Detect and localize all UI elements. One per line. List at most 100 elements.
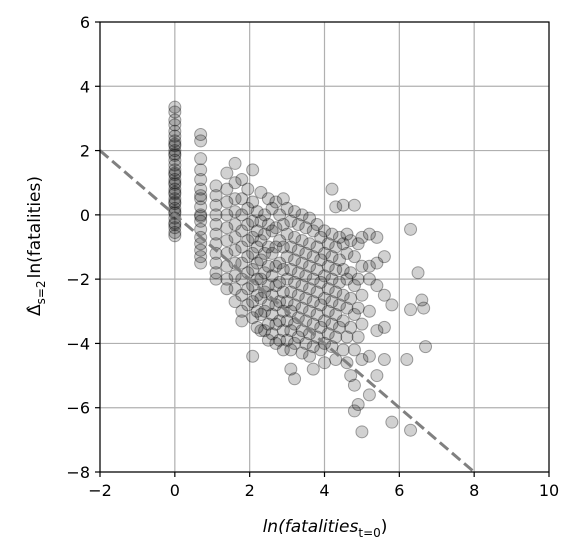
data-point-229 — [306, 362, 320, 376]
data-point-234 — [310, 308, 324, 321]
data-point-187 — [284, 343, 298, 357]
data-point-139 — [261, 259, 275, 273]
x-tick-label-4: 6 — [394, 481, 404, 500]
data-point-134 — [258, 304, 272, 318]
data-point-15 — [168, 177, 182, 191]
data-point-4 — [168, 124, 182, 138]
data-point-323 — [385, 298, 399, 312]
data-point-297 — [351, 237, 365, 251]
data-point-95 — [241, 182, 255, 196]
data-point-145 — [265, 224, 279, 238]
data-point-151 — [269, 195, 283, 209]
data-point-275 — [336, 263, 350, 276]
data-point-144 — [265, 201, 279, 215]
x-tick-label-6: 10 — [539, 481, 559, 500]
data-point-331 — [417, 301, 431, 315]
data-point-190 — [288, 230, 302, 244]
data-point-203 — [295, 208, 309, 222]
data-point-146 — [265, 246, 279, 260]
data-point-90 — [235, 256, 249, 270]
data-point-92 — [235, 288, 249, 302]
data-point-265 — [329, 308, 343, 321]
data-point-315 — [370, 256, 384, 270]
data-point-307 — [355, 425, 369, 439]
data-point-179 — [280, 314, 294, 328]
data-point-114 — [250, 224, 264, 238]
data-point-213 — [299, 291, 313, 305]
data-point-198 — [291, 243, 305, 257]
data-point-31 — [168, 205, 182, 219]
data-point-108 — [246, 263, 260, 276]
data-point-64 — [220, 166, 234, 180]
data-point-310 — [362, 272, 376, 286]
data-point-322 — [377, 353, 391, 366]
data-point-257 — [325, 272, 339, 286]
data-point-175 — [280, 227, 294, 241]
data-point-212 — [299, 269, 313, 283]
data-point-54 — [209, 189, 223, 203]
data-point-204 — [295, 234, 309, 248]
data-point-250 — [321, 259, 335, 273]
reference-line — [99, 149, 476, 474]
data-point-242 — [318, 224, 331, 238]
data-point-249 — [321, 237, 335, 251]
data-point-34 — [168, 137, 182, 151]
data-point-303 — [355, 259, 369, 273]
data-point-76 — [228, 192, 242, 206]
data-point-253 — [321, 327, 335, 341]
data-point-293 — [347, 308, 361, 321]
data-point-9 — [168, 148, 182, 162]
data-point-245 — [318, 291, 331, 305]
data-point-84 — [228, 295, 242, 309]
data-point-138 — [261, 240, 275, 254]
data-point-191 — [288, 253, 302, 267]
data-point-197 — [291, 218, 305, 231]
data-point-320 — [377, 288, 391, 302]
data-point-240 — [314, 320, 328, 334]
data-point-119 — [250, 304, 264, 318]
data-point-118 — [250, 288, 264, 302]
data-point-97 — [241, 218, 255, 231]
data-point-129 — [258, 208, 272, 222]
y-tick-label-1: −6 — [66, 399, 90, 418]
data-point-241 — [314, 343, 328, 357]
data-point-325 — [400, 353, 414, 366]
data-point-188 — [284, 362, 298, 376]
data-point-11 — [168, 158, 182, 172]
data-point-327 — [404, 303, 418, 317]
data-point-12 — [168, 163, 182, 177]
data-point-120 — [250, 320, 264, 334]
data-point-219 — [303, 282, 317, 296]
data-point-159 — [273, 208, 287, 222]
data-point-25 — [168, 226, 182, 240]
data-point-302 — [355, 230, 369, 244]
y-tick-label-0: −8 — [66, 463, 90, 482]
data-point-186 — [284, 324, 298, 338]
data-point-294 — [347, 343, 361, 357]
data-point-181 — [284, 214, 298, 228]
data-point-8 — [168, 144, 182, 158]
data-point-272 — [332, 320, 346, 334]
data-point-10 — [168, 153, 182, 167]
data-point-148 — [265, 288, 279, 302]
data-point-86 — [235, 192, 249, 206]
data-point-89 — [235, 240, 249, 254]
data-point-217 — [303, 237, 317, 251]
data-point-0 — [168, 100, 182, 114]
x-axis-label: ln(fatalitiest=0) — [263, 517, 388, 540]
data-point-38 — [194, 163, 208, 177]
data-point-224 — [306, 250, 320, 264]
data-point-1 — [168, 105, 182, 119]
data-point-56 — [209, 208, 223, 222]
data-point-296 — [347, 404, 361, 418]
data-point-106 — [246, 230, 260, 244]
data-point-274 — [336, 237, 350, 251]
data-point-311 — [362, 304, 376, 318]
data-point-113 — [250, 205, 264, 219]
data-point-103 — [246, 163, 260, 177]
data-point-13 — [168, 168, 182, 182]
data-point-285 — [344, 234, 358, 248]
data-point-226 — [306, 295, 320, 309]
data-point-143 — [261, 333, 275, 347]
